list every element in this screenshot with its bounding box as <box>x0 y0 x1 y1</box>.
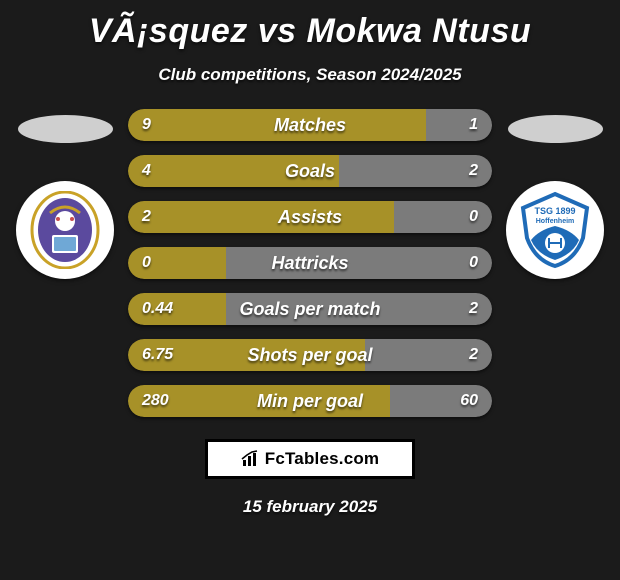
bar-row: 00Hattricks <box>128 247 492 279</box>
bar-right-value: 1 <box>469 109 478 141</box>
page-title: VÃ¡squez vs Mokwa Ntusu <box>0 0 620 51</box>
right-ellipse <box>508 115 603 143</box>
bar-right-fill <box>426 109 492 141</box>
bar-right-value: 2 <box>469 293 478 325</box>
date-text: 15 february 2025 <box>0 497 620 517</box>
bar-row: 91Matches <box>128 109 492 141</box>
bar-left-value: 4 <box>142 155 151 187</box>
bar-left-value: 0 <box>142 247 151 279</box>
bars-container: 91Matches42Goals20Assists00Hattricks0.44… <box>120 109 500 417</box>
bar-right-fill <box>226 247 492 279</box>
bar-row: 6.752Shots per goal <box>128 339 492 371</box>
bar-left-value: 0.44 <box>142 293 173 325</box>
anderlecht-crest-icon <box>26 191 104 269</box>
bar-left-value: 9 <box>142 109 151 141</box>
left-crest-wrap <box>16 181 114 279</box>
brand-logo-box: FcTables.com <box>205 439 415 479</box>
bar-right-value: 60 <box>460 385 478 417</box>
svg-text:Hoffenheim: Hoffenheim <box>536 218 575 225</box>
bar-right-value: 0 <box>469 247 478 279</box>
svg-text:TSG 1899: TSG 1899 <box>534 206 575 216</box>
bar-right-value: 0 <box>469 201 478 233</box>
bar-row: 0.442Goals per match <box>128 293 492 325</box>
right-side: TSG 1899 Hoffenheim <box>500 109 610 279</box>
bar-right-fill <box>226 293 492 325</box>
bar-right-value: 2 <box>469 339 478 371</box>
bar-row: 42Goals <box>128 155 492 187</box>
bar-left-value: 2 <box>142 201 151 233</box>
bar-row: 20Assists <box>128 201 492 233</box>
left-side <box>10 109 120 279</box>
bar-row: 28060Min per goal <box>128 385 492 417</box>
bar-left-fill <box>128 109 426 141</box>
chart-icon <box>241 450 261 468</box>
bar-right-value: 2 <box>469 155 478 187</box>
bar-left-value: 280 <box>142 385 169 417</box>
bar-left-value: 6.75 <box>142 339 173 371</box>
bar-left-fill <box>128 201 394 233</box>
hoffenheim-crest-icon: TSG 1899 Hoffenheim <box>513 188 597 272</box>
brand-text: FcTables.com <box>265 449 380 469</box>
bar-left-fill <box>128 155 339 187</box>
comparison-main: 91Matches42Goals20Assists00Hattricks0.44… <box>0 109 620 417</box>
page-subtitle: Club competitions, Season 2024/2025 <box>0 65 620 85</box>
left-ellipse <box>18 115 113 143</box>
brand-logo: FcTables.com <box>241 449 380 469</box>
right-crest-wrap: TSG 1899 Hoffenheim <box>506 181 604 279</box>
